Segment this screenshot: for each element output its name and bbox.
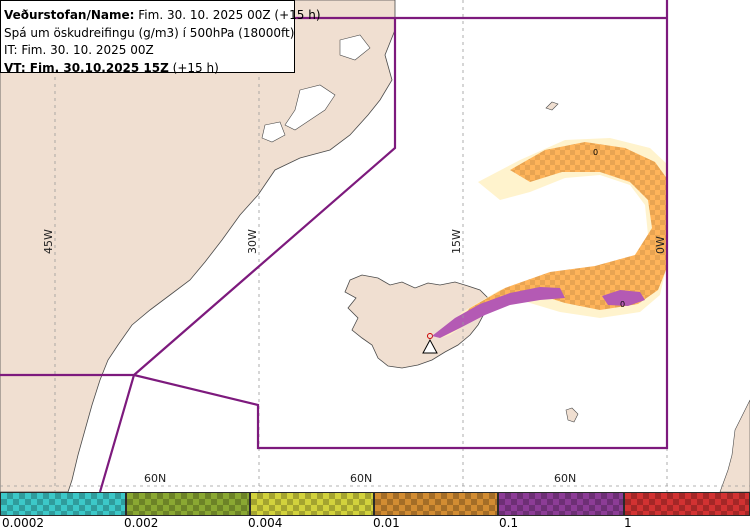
lon-label-45w: 45W	[42, 229, 55, 254]
ash-plume-low	[440, 138, 668, 338]
fir-boundary	[0, 0, 669, 492]
concentration-legend: 0.0002 0.002 0.004 0.01 0.1 1	[0, 492, 750, 532]
lat-label: 60N	[350, 472, 372, 485]
legend-tick-label: 0.0002	[2, 516, 44, 530]
legend-tick-label: 0.002	[124, 516, 159, 530]
legend-swatch	[374, 492, 498, 516]
forecast-info-box: Veðurstofan/Name: Fim. 30. 10. 2025 00Z …	[0, 0, 321, 75]
valid-time-row: VT: Fim. 30.10.2025 15Z (+15 h)	[4, 60, 294, 78]
valid-time-suffix: (+15 h)	[172, 60, 219, 75]
ash-forecast-map: 0 0 45W 30W 15W 0W 60N 60N 60N	[0, 0, 750, 492]
name-row: Veðurstofan/Name: Fim. 30. 10. 2025 00Z …	[4, 7, 321, 25]
legend-swatch	[250, 492, 374, 516]
lon-label-15w: 15W	[450, 229, 463, 254]
greenland-fjords	[261, 34, 371, 143]
lon-label-0w: 0W	[654, 236, 667, 254]
legend-swatch	[126, 492, 250, 516]
legend-swatch	[0, 492, 126, 516]
plume-contour-label: 0	[593, 148, 598, 157]
lon-label-30w: 30W	[246, 229, 259, 254]
plume-contour-label: 0	[620, 300, 625, 309]
norway-coast	[719, 399, 750, 492]
legend-tick-label: 0.1	[499, 516, 519, 530]
valid-time-label: VT: Fim. 30.10.2025 15Z	[4, 60, 169, 75]
legend-swatch	[498, 492, 624, 516]
lat-label: 60N	[554, 472, 576, 485]
ash-plume-high	[432, 287, 645, 338]
name-label: Veðurstofan/Name:	[4, 8, 135, 22]
jan-mayen	[545, 101, 559, 111]
legend-tick-label: 1	[624, 516, 632, 530]
name-value: Fim. 30. 10. 2025 00Z (+15 h)	[138, 8, 321, 22]
iceland	[344, 274, 491, 369]
lat-label: 60N	[144, 472, 166, 485]
legend-swatch	[624, 492, 750, 516]
description-row: Spá um öskudreifingu (g/m3) í 500hPa (18…	[4, 25, 295, 40]
legend-tick-label: 0.004	[248, 516, 283, 530]
issue-time-row: IT: Fim. 30. 10. 2025 00Z	[4, 43, 154, 57]
legend-tick-label: 0.01	[373, 516, 400, 530]
faroe-islands	[565, 407, 579, 423]
